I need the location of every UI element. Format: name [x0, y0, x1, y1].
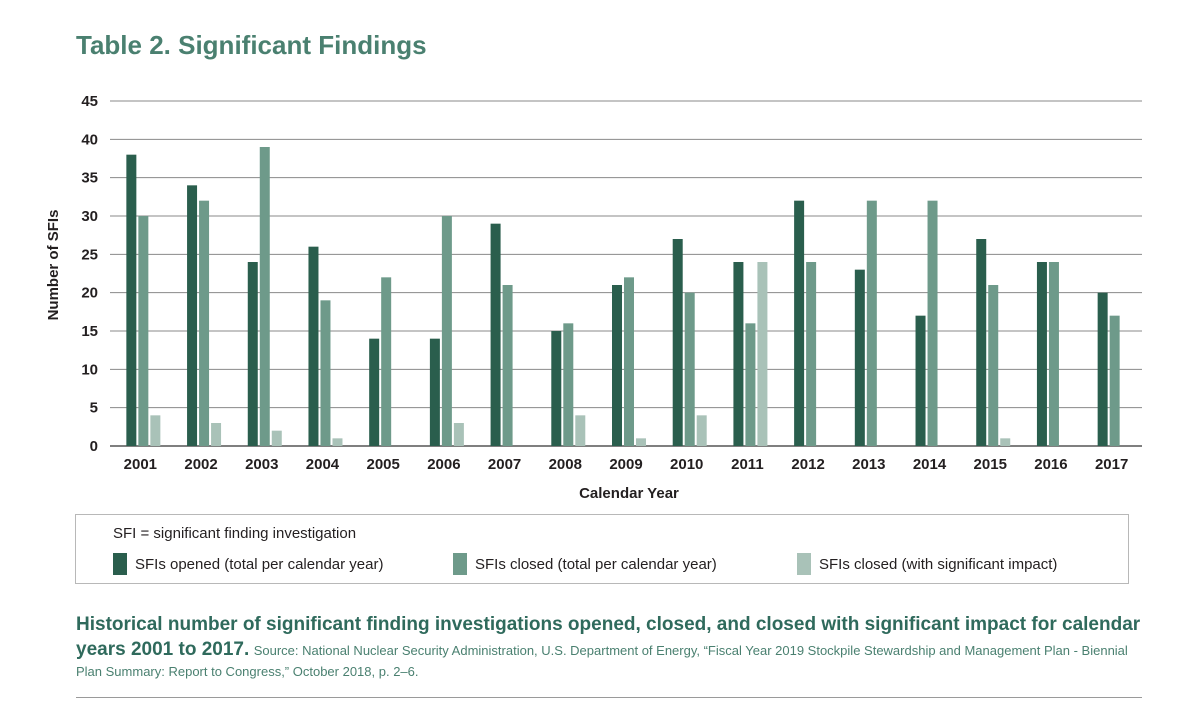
y-tick-0: 0	[90, 438, 98, 455]
bar-2002-series-3	[211, 423, 222, 446]
bar-2008-series-1	[551, 331, 562, 446]
legend-swatch-closed	[453, 553, 467, 575]
x-tick-2017: 2017	[1095, 456, 1128, 473]
bar-2003-series-1	[247, 262, 258, 446]
bar-2009-series-1	[612, 285, 622, 446]
x-tick-2001: 2001	[124, 456, 157, 473]
bar-2006-series-2	[441, 216, 452, 446]
y-tick-25: 25	[81, 246, 98, 263]
y-tick-labels: 0 5 10 15 20 25 30 35 40 45	[81, 93, 98, 455]
bar-2002-series-2	[199, 200, 210, 446]
x-tick-2016: 2016	[1034, 456, 1067, 473]
legend-label-opened: SFIs opened (total per calendar year)	[135, 555, 384, 573]
x-tick-2007: 2007	[488, 456, 521, 473]
y-tick-30: 30	[81, 208, 98, 225]
bar-2007-series-2	[502, 285, 513, 446]
y-tick-40: 40	[81, 131, 98, 148]
bar-2011-series-2	[745, 323, 756, 446]
y-tick-45: 45	[81, 93, 98, 110]
bar-2001-series-2	[138, 216, 149, 446]
y-tick-15: 15	[81, 323, 98, 340]
x-tick-2009: 2009	[609, 456, 642, 473]
bar-2015-series-2	[988, 285, 999, 446]
x-tick-2003: 2003	[245, 456, 278, 473]
x-tick-2015: 2015	[974, 456, 1007, 473]
bar-2004-series-2	[320, 300, 331, 446]
x-tick-2006: 2006	[427, 456, 460, 473]
legend-label-closed: SFIs closed (total per calendar year)	[475, 555, 717, 573]
bar-2011-series-1	[733, 262, 744, 446]
bar-2014-series-1	[915, 315, 926, 446]
bar-2014-series-2	[927, 200, 938, 446]
bar-2004-series-1	[308, 246, 319, 446]
bar-2017-series-2	[1109, 315, 1120, 446]
legend-item-closed: SFIs closed (total per calendar year)	[453, 553, 717, 575]
bar-2008-series-2	[563, 323, 574, 446]
bar-2006-series-1	[429, 338, 440, 446]
bar-2005-series-2	[381, 277, 392, 446]
bar-2011-series-3	[757, 262, 768, 446]
x-tick-2005: 2005	[366, 456, 399, 473]
bar-2013-series-1	[854, 269, 865, 446]
legend-item-closed-impact: SFIs closed (with significant impact)	[797, 553, 1057, 575]
bar-2012-series-1	[794, 200, 805, 446]
y-axis-label: Number of SFIs	[45, 210, 62, 321]
bar-2016-series-1	[1036, 262, 1047, 446]
x-tick-labels: 2001 2002 2003 2004 2005 2006 2007 2008 2009 2010…	[124, 456, 1129, 473]
bar-2007-series-1	[490, 223, 501, 446]
x-axis-label: Calendar Year	[579, 485, 679, 502]
caption-title: Historical number of significant finding…	[76, 614, 1141, 660]
bar-2008-series-3	[575, 415, 586, 446]
bottom-divider	[76, 697, 1142, 698]
bar-2001-series-1	[126, 154, 137, 446]
bar-2009-series-2	[624, 277, 634, 446]
bar-2009-series-3	[636, 438, 646, 446]
bar-2003-series-2	[259, 147, 270, 446]
x-tick-2014: 2014	[913, 456, 947, 473]
y-tick-5: 5	[90, 400, 98, 417]
bar-2013-series-2	[866, 200, 877, 446]
bar-2004-series-3	[332, 438, 343, 446]
bar-2010-series-3	[696, 415, 707, 446]
legend-swatch-opened	[113, 553, 127, 575]
bar-2012-series-2	[806, 262, 817, 446]
x-tick-2011: 2011	[731, 456, 764, 473]
bar-2005-series-1	[369, 338, 380, 446]
legend: SFI = significant finding investigation …	[75, 514, 1129, 584]
page-title: Table 2. Significant Findings	[76, 30, 427, 60]
legend-note: SFI = significant finding investigation	[113, 525, 357, 542]
bar-2017-series-1	[1097, 292, 1108, 446]
figure-caption: Historical number of significant finding…	[76, 613, 1146, 683]
legend-label-closed-impact: SFIs closed (with significant impact)	[819, 555, 1058, 573]
y-tick-10: 10	[81, 361, 98, 378]
bar-2015-series-1	[976, 239, 987, 446]
bar-2003-series-3	[271, 430, 282, 446]
x-tick-2012: 2012	[791, 456, 824, 473]
bar-2015-series-3	[1000, 438, 1011, 446]
y-tick-20: 20	[81, 285, 98, 302]
bar-2010-series-1	[672, 239, 683, 446]
bar-2016-series-2	[1048, 262, 1059, 446]
legend-swatch-closed-impact	[797, 553, 811, 575]
x-tick-2010: 2010	[670, 456, 703, 473]
bars	[126, 147, 1120, 447]
bar-2001-series-3	[150, 415, 161, 446]
bar-2006-series-3	[453, 423, 464, 446]
legend-item-opened: SFIs opened (total per calendar year)	[113, 553, 383, 575]
caption-source: Source: National Nuclear Security Admini…	[76, 642, 1128, 680]
x-tick-2013: 2013	[852, 456, 885, 473]
x-tick-2008: 2008	[549, 456, 582, 473]
x-tick-2002: 2002	[184, 456, 217, 473]
x-tick-2004: 2004	[306, 456, 340, 473]
bar-2002-series-1	[187, 185, 198, 447]
y-tick-35: 35	[81, 170, 98, 187]
bar-2010-series-2	[684, 292, 695, 446]
